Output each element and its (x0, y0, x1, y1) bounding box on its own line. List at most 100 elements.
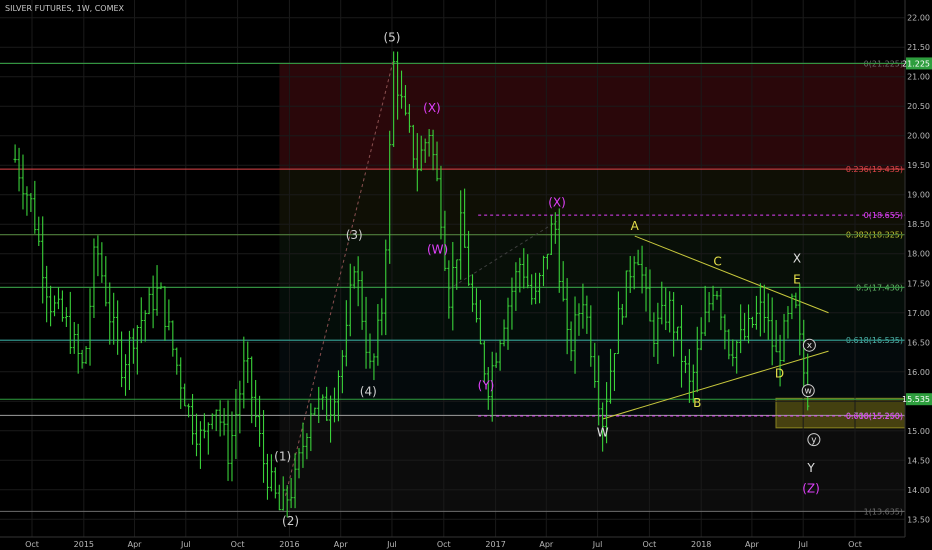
wave-circle-label: w (805, 387, 812, 397)
price-tick-label: 14.00 (907, 486, 930, 495)
ohlc-bar (222, 408, 226, 436)
ohlc-bar (151, 275, 155, 329)
time-tick-label: Oct (642, 540, 656, 549)
ohlc-bar (628, 255, 632, 293)
ohlc-bar (273, 467, 277, 499)
ohlc-bar (802, 319, 806, 391)
ohlc-bar (648, 269, 652, 322)
ohlc-bar (664, 287, 668, 331)
ohlc-bar (727, 329, 731, 360)
price-tick-label: 18.00 (907, 250, 930, 259)
time-tick-label: Apr (128, 540, 143, 549)
ohlc-bar (534, 272, 538, 305)
ohlc-bar (668, 291, 672, 333)
wave-circle (807, 433, 821, 447)
ohlc-bar (660, 281, 664, 325)
wave-label: (4) (360, 384, 377, 398)
price-tick-label: 13.50 (907, 515, 930, 524)
ohlc-bar (750, 316, 755, 328)
ohlc-bar (344, 300, 348, 367)
ohlc-bar (127, 330, 132, 391)
price-tick-label: 22.00 (907, 14, 930, 23)
ohlc-bar (652, 312, 656, 357)
ohlc-bar (17, 147, 21, 192)
ohlc-bar (758, 283, 762, 337)
ohlc-bar (332, 387, 337, 423)
price-tick-label: 19.50 (907, 161, 930, 170)
time-tick-label: Oct (848, 540, 862, 549)
wave-label: (X) (423, 101, 441, 115)
ohlc-bar (739, 304, 743, 354)
ohlc-bar (443, 210, 447, 272)
ohlc-bar (585, 295, 589, 334)
wave-label: X (793, 252, 801, 266)
ohlc-bar (364, 296, 368, 369)
ohlc-bar (60, 290, 65, 322)
grid (0, 0, 905, 537)
ohlc-bar (281, 476, 285, 511)
ohlc-bar (167, 299, 171, 331)
ohlc-bar (175, 347, 179, 375)
ohlc-bar (770, 297, 774, 366)
time-tick-label: Oct (231, 540, 245, 549)
ohlc-bar (573, 296, 577, 374)
ohlc-bar (435, 141, 439, 182)
fib-label: 0.618(15.250) (846, 412, 903, 421)
ohlc-bar (234, 389, 238, 460)
time-axis-bg (0, 537, 932, 550)
ohlc-bar (672, 292, 676, 357)
ohlc-bar (510, 277, 514, 330)
ohlc-bar (218, 400, 222, 437)
ohlc-bar (522, 248, 526, 289)
ohlc-bar (139, 297, 143, 344)
axis-bg (905, 0, 932, 550)
ohlc-bar (257, 395, 262, 447)
ohlc-bar (104, 256, 108, 307)
ohlc-bar (285, 485, 289, 518)
ohlc-bar (210, 413, 214, 430)
time-tick-label: Jul (386, 540, 397, 549)
fib-zone (279, 234, 905, 288)
last-price-badge (906, 393, 932, 406)
price-tick-label: 16.00 (907, 368, 930, 377)
ohlc-bar (187, 403, 191, 418)
time-tick-label: Oct (25, 540, 39, 549)
ohlc-bar (380, 298, 384, 336)
ohlc-bar (754, 295, 759, 330)
ohlc-bar (782, 313, 786, 363)
ohlc-bar (687, 349, 691, 403)
ohlc-bar (246, 341, 250, 383)
price-tick-label: 18.50 (907, 220, 930, 229)
ohlc-bar (183, 383, 187, 407)
ohlc-bar (108, 282, 112, 345)
ohlc-bar (608, 348, 613, 404)
wave-label: (1) (274, 449, 291, 463)
fib-levels: 0(21.225)0.236(19.435)0(18.655)0.382(18.… (0, 59, 905, 516)
time-tick-label: Jul (592, 540, 603, 549)
ohlc-bar (360, 271, 364, 330)
trendline (602, 350, 829, 420)
wave-label: (5) (383, 30, 400, 44)
ohlc-bar (790, 293, 794, 320)
fib-zone (279, 169, 905, 235)
ohlc-bar (48, 285, 53, 327)
ohlc-bar (778, 334, 782, 387)
ohlc-bar (297, 448, 301, 479)
ohlc-bar (723, 314, 727, 350)
price-tick-label: 21.00 (907, 73, 930, 82)
price-badge-label: 21.225 (902, 59, 930, 68)
ohlc-bar (466, 230, 471, 286)
wave-label: (X) (548, 196, 566, 210)
ohlc-bar (766, 293, 770, 340)
ohlc-bar (41, 216, 45, 304)
fib-label: 0(18.655) (864, 211, 903, 220)
wave-label: (W) (427, 243, 448, 257)
ohlc-bar (439, 165, 443, 240)
ohlc-bar (21, 154, 25, 210)
ohlc-bar (305, 433, 309, 460)
ohlc-bar (478, 299, 482, 345)
ohlc-bar (321, 394, 325, 410)
ohlc-bar (76, 323, 80, 374)
ohlc-bar (206, 422, 210, 455)
